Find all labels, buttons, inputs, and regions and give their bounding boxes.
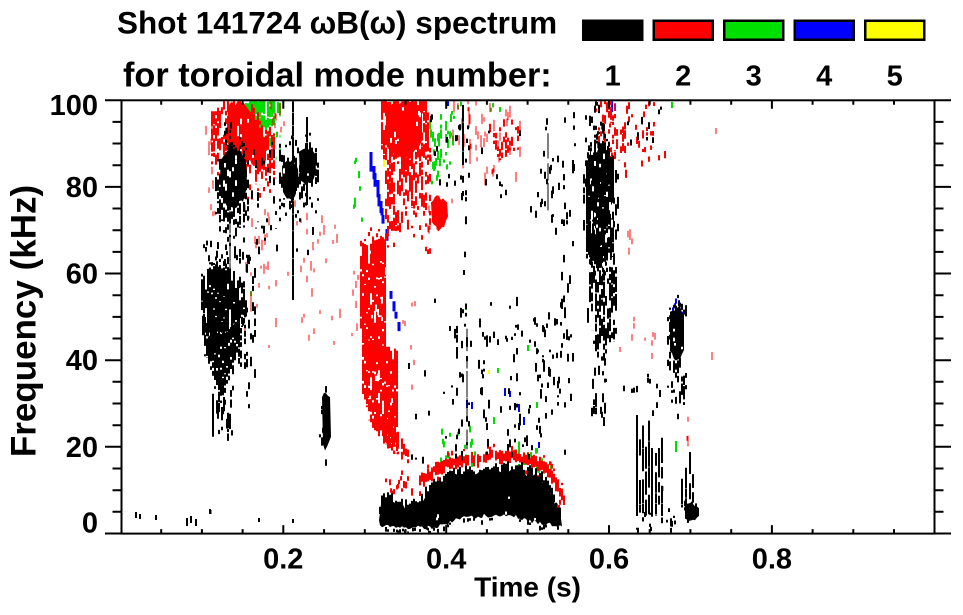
svg-text:40: 40 [66, 345, 98, 377]
svg-text:3: 3 [746, 61, 762, 93]
svg-text:4: 4 [816, 61, 832, 93]
svg-text:60: 60 [66, 259, 98, 291]
svg-text:0.6: 0.6 [589, 544, 629, 576]
svg-text:0.8: 0.8 [752, 544, 792, 576]
svg-text:0.2: 0.2 [263, 544, 303, 576]
svg-text:for toroidal mode number:: for toroidal mode number: [123, 56, 552, 94]
svg-text:20: 20 [66, 432, 98, 464]
svg-text:Frequency (kHz): Frequency (kHz) [5, 185, 44, 457]
svg-text:Shot 141724 ωB(ω) spectrum: Shot 141724 ωB(ω) spectrum [117, 5, 557, 41]
svg-text:0: 0 [82, 508, 98, 540]
svg-text:Time (s): Time (s) [474, 571, 581, 602]
svg-text:80: 80 [66, 172, 98, 204]
svg-text:2: 2 [675, 61, 691, 93]
svg-text:1: 1 [605, 61, 621, 93]
svg-text:5: 5 [887, 61, 903, 93]
svg-text:100: 100 [50, 90, 98, 122]
svg-text:0.4: 0.4 [426, 544, 466, 576]
